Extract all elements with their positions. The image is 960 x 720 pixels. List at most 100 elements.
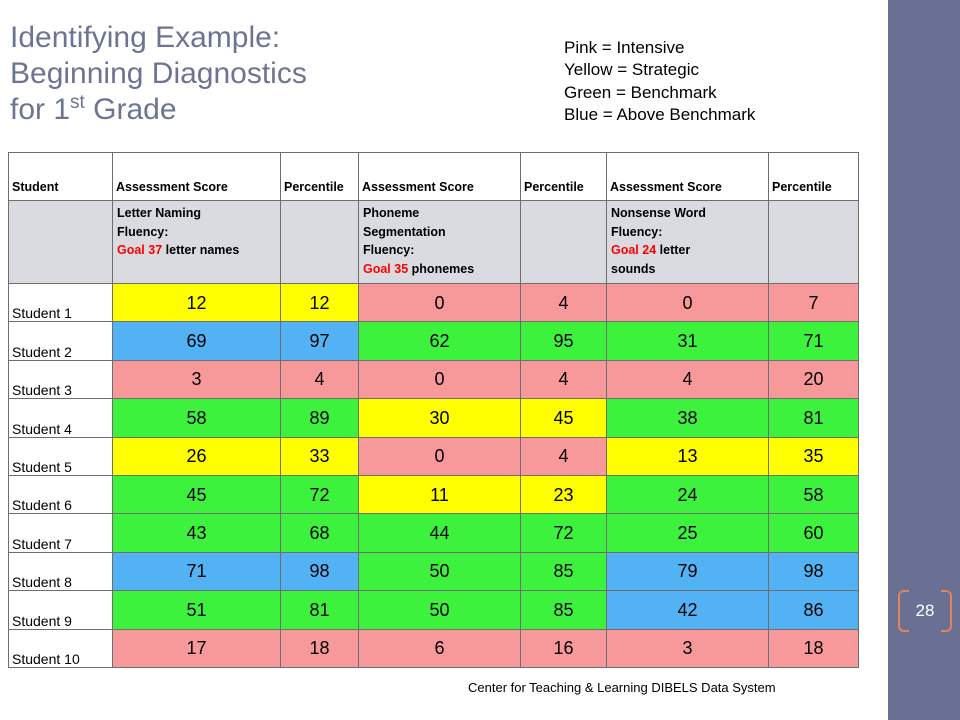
nonsense-word-score-cell: 25	[606, 513, 769, 553]
nonsense-word-percentile-cell: 98	[768, 551, 859, 592]
table-row: Student 1 12 12 0 4 0 7	[8, 282, 859, 323]
description-line: sounds	[611, 261, 656, 276]
goal-line: Goal 24 letter	[611, 241, 765, 260]
letter-naming-description: Letter Naming Fluency: Goal 37 letter na…	[112, 200, 281, 284]
phoneme-segmentation-percentile-cell: 45	[520, 398, 607, 438]
student-name-cell: Student 5	[8, 436, 113, 476]
letter-naming-score-cell: 69	[112, 321, 281, 361]
nonsense-word-percentile-cell: 71	[768, 321, 859, 361]
letter-naming-percentile-cell: 33	[280, 436, 359, 476]
student-name-cell: Student 7	[8, 513, 113, 553]
nonsense-word-description: Nonsense Word Fluency: Goal 24 letter so…	[606, 200, 769, 284]
letter-naming-percentile-cell: 12	[280, 282, 359, 323]
student-name-cell: Student 3	[8, 359, 113, 400]
title-line-text: for 1	[10, 93, 71, 126]
nonsense-word-percentile-cell: 60	[768, 513, 859, 553]
phoneme-segmentation-percentile-cell: 16	[520, 628, 607, 668]
phoneme-segmentation-percentile-cell: 85	[520, 590, 607, 630]
goal-value: Goal 35	[363, 261, 409, 276]
phoneme-segmentation-percentile-cell: 72	[520, 513, 607, 553]
phoneme-segmentation-percentile-cell: 85	[520, 551, 607, 592]
page-number: 28	[915, 601, 935, 620]
phoneme-segmentation-description: Phoneme Segmentation Fluency: Goal 35 ph…	[358, 200, 521, 284]
header-assessment-score: Assessment Score	[358, 152, 521, 201]
letter-naming-percentile-cell: 4	[280, 359, 359, 400]
student-name-cell: Student 2	[8, 321, 113, 361]
diagnostics-table: Student Assessment Score Percentile Asse…	[8, 152, 859, 668]
table-row: Student 6 45 72 11 23 24 58	[8, 474, 859, 515]
nonsense-word-score-cell: 24	[606, 474, 769, 515]
title-line: Identifying Example:	[10, 21, 281, 54]
header-assessment-score: Assessment Score	[112, 152, 281, 201]
phoneme-segmentation-score-cell: 0	[358, 436, 521, 476]
letter-naming-percentile-cell: 18	[280, 628, 359, 668]
nonsense-word-score-cell: 0	[606, 282, 769, 323]
phoneme-segmentation-percentile-cell: 4	[520, 282, 607, 323]
table-row: Student 8 71 98 50 85 79 98	[8, 551, 859, 592]
goal-value: Goal 37	[117, 243, 163, 257]
header-assessment-score: Assessment Score	[606, 152, 769, 201]
phoneme-segmentation-score-cell: 6	[358, 628, 521, 668]
phoneme-segmentation-percentile-cell: 95	[520, 321, 607, 361]
letter-naming-score-cell: 45	[112, 474, 281, 515]
right-bracket-icon	[941, 590, 952, 632]
slide-title: Identifying Example: Beginning Diagnosti…	[10, 20, 307, 132]
letter-naming-percentile-cell: 81	[280, 590, 359, 630]
measure-description-row: Letter Naming Fluency: Goal 37 letter na…	[8, 200, 859, 284]
nonsense-word-percentile-cell: 35	[768, 436, 859, 476]
header-student: Student	[8, 152, 113, 201]
nonsense-word-score-cell: 13	[606, 436, 769, 476]
nonsense-word-percentile-cell: 86	[768, 590, 859, 630]
table-row: Student 7 43 68 44 72 25 60	[8, 513, 859, 553]
table-header-row: Student Assessment Score Percentile Asse…	[8, 152, 859, 201]
nonsense-word-score-cell: 38	[606, 398, 769, 438]
table-row: Student 5 26 33 0 4 13 35	[8, 436, 859, 476]
legend-line: Green = Benchmark	[564, 82, 717, 102]
table-row: Student 9 51 81 50 85 42 86	[8, 590, 859, 630]
letter-naming-percentile-cell: 97	[280, 321, 359, 361]
phoneme-segmentation-percentile-cell: 4	[520, 359, 607, 400]
letter-naming-score-cell: 12	[112, 282, 281, 323]
left-bracket-icon	[898, 590, 909, 632]
phoneme-segmentation-score-cell: 0	[358, 282, 521, 323]
goal-unit: letter names	[165, 243, 240, 257]
student-name-cell: Student 4	[8, 398, 113, 438]
title-line-text: Grade	[93, 93, 177, 126]
description-blank-cell	[280, 200, 359, 284]
phoneme-segmentation-score-cell: 11	[358, 474, 521, 515]
table-row: Student 4 58 89 30 45 38 81	[8, 398, 859, 438]
goal-line: Goal 35 phonemes	[363, 260, 517, 279]
goal-unit: phonemes	[411, 261, 475, 276]
phoneme-segmentation-score-cell: 30	[358, 398, 521, 438]
title-superscript: st	[70, 92, 85, 113]
description-line: Phoneme	[363, 206, 420, 220]
letter-naming-score-cell: 3	[112, 359, 281, 400]
phoneme-segmentation-percentile-cell: 4	[520, 436, 607, 476]
letter-naming-score-cell: 71	[112, 551, 281, 592]
phoneme-segmentation-score-cell: 0	[358, 359, 521, 400]
description-blank-cell	[520, 200, 607, 284]
student-name-cell: Student 9	[8, 590, 113, 630]
student-name-cell: Student 1	[8, 282, 113, 323]
table-row: Student 10 17 18 6 16 3 18	[8, 628, 859, 668]
phoneme-segmentation-percentile-cell: 23	[520, 474, 607, 515]
letter-naming-percentile-cell: 89	[280, 398, 359, 438]
header-percentile: Percentile	[768, 152, 859, 201]
letter-naming-percentile-cell: 98	[280, 551, 359, 592]
goal-value: Goal 24	[611, 243, 657, 257]
phoneme-segmentation-score-cell: 44	[358, 513, 521, 553]
description-line: Fluency:	[363, 243, 415, 257]
title-line: for 1st Grade	[10, 92, 307, 132]
nonsense-word-score-cell: 42	[606, 590, 769, 630]
title-line: Beginning Diagnostics	[10, 57, 307, 90]
nonsense-word-score-cell: 4	[606, 359, 769, 400]
description-line: Segmentation	[363, 224, 446, 239]
slide-footer: Center for Teaching & Learning DIBELS Da…	[468, 680, 776, 695]
letter-naming-score-cell: 58	[112, 398, 281, 438]
goal-unit: letter	[659, 243, 691, 257]
nonsense-word-percentile-cell: 58	[768, 474, 859, 515]
description-line: Nonsense Word	[611, 206, 706, 220]
table-row: Student 2 69 97 62 95 31 71	[8, 321, 859, 361]
description-line: Fluency:	[117, 224, 169, 239]
phoneme-segmentation-score-cell: 62	[358, 321, 521, 361]
